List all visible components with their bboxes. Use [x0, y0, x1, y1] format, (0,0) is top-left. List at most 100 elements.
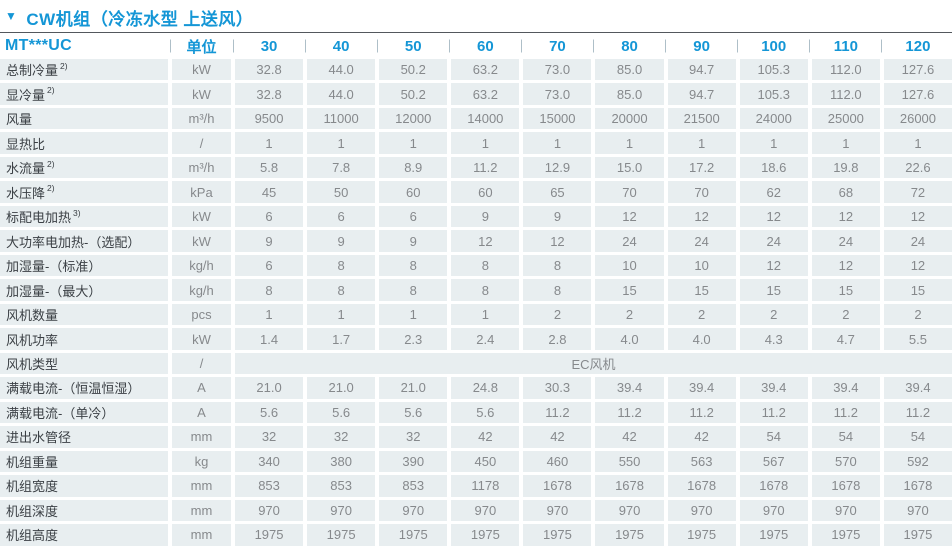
- value-cell: 32.8: [235, 83, 304, 105]
- value-cell: 42: [595, 426, 664, 448]
- value-cell: 340: [235, 450, 304, 473]
- value-cell: 21.0: [235, 377, 304, 399]
- unit-cell: mm: [172, 475, 231, 497]
- unit-cell: kPa: [172, 181, 231, 203]
- value-cell: 8: [307, 279, 376, 301]
- value-cell: 68: [811, 181, 880, 203]
- value-cell: 1678: [739, 475, 808, 497]
- value-cell: 8: [235, 279, 304, 301]
- page-title-text: CW机组（冷冻水型 上送风）: [26, 9, 254, 29]
- value-cell: 9: [523, 205, 592, 228]
- value-cell: 970: [307, 499, 376, 522]
- value-cell: 460: [523, 450, 592, 473]
- value-cell: 10: [595, 254, 664, 277]
- value-cell: 2: [667, 303, 736, 326]
- value-cell: 45: [235, 181, 304, 203]
- value-cell: 1975: [379, 524, 448, 546]
- model-column-header: 40: [307, 38, 375, 55]
- value-cell: 42: [523, 426, 592, 448]
- value-cell: 94.7: [667, 59, 736, 81]
- row-label: 机组重量: [0, 450, 168, 473]
- value-cell: 5.5: [883, 328, 952, 350]
- value-cell: 1.7: [307, 328, 376, 350]
- value-cell: 563: [667, 450, 736, 473]
- row-label: 水压降 2): [0, 181, 168, 203]
- value-cell: 127.6: [883, 59, 952, 81]
- row-label: 风机数量: [0, 303, 168, 326]
- table-header-row: MT***UC 单位 30 40 50 60 70 80 90 100 110 120: [0, 33, 952, 59]
- value-cell: 1678: [883, 475, 952, 497]
- value-cell: 1: [667, 132, 736, 154]
- value-cell: 11.2: [451, 156, 520, 179]
- model-column-header: 50: [379, 38, 447, 55]
- unit-cell: mm: [172, 499, 231, 522]
- value-cell: 54: [883, 426, 952, 448]
- value-cell: 65: [523, 181, 592, 203]
- value-cell: 970: [379, 499, 448, 522]
- value-cell: 54: [739, 426, 808, 448]
- value-cell: 12: [739, 254, 808, 277]
- value-cell: 7.8: [307, 156, 376, 179]
- row-label: 进出水管径: [0, 426, 168, 448]
- value-cell: 1975: [739, 524, 808, 546]
- unit-cell: /: [172, 132, 231, 154]
- value-cell: 5.6: [235, 401, 304, 424]
- value-cell: 1975: [451, 524, 520, 546]
- value-cell: 17.2: [667, 156, 736, 179]
- value-cell: 85.0: [595, 83, 664, 105]
- value-cell: 4.3: [739, 328, 808, 350]
- value-cell: 12: [883, 254, 952, 277]
- value-cell: 32: [379, 426, 448, 448]
- model-column-header: 120: [905, 37, 931, 55]
- value-cell: 1975: [667, 524, 736, 546]
- value-cell: 60: [451, 181, 520, 203]
- unit-cell: kg/h: [172, 254, 231, 277]
- value-cell: 12: [811, 254, 880, 277]
- value-cell: 15000: [523, 107, 592, 130]
- triangle-marker-icon: ▼: [5, 9, 18, 23]
- value-cell: 550: [595, 450, 664, 473]
- value-cell: 11.2: [811, 401, 880, 424]
- value-cell: 50.2: [379, 59, 448, 81]
- value-cell: 21.0: [379, 377, 448, 399]
- value-cell: 11000: [307, 107, 376, 130]
- unit-cell: kg: [172, 450, 231, 473]
- value-cell: 390: [379, 450, 448, 473]
- value-cell: 32.8: [235, 59, 304, 81]
- value-cell: 12: [451, 230, 520, 252]
- value-cell: 1678: [667, 475, 736, 497]
- value-cell: 1: [595, 132, 664, 154]
- value-cell: 50: [307, 181, 376, 203]
- value-cell: 11.2: [739, 401, 808, 424]
- value-cell: 450: [451, 450, 520, 473]
- value-cell: 112.0: [811, 83, 880, 105]
- value-cell: 9: [235, 230, 304, 252]
- model-column-header: 80: [595, 38, 663, 55]
- value-cell: 15: [883, 279, 952, 301]
- model-column-header: 110: [812, 38, 880, 55]
- value-cell: 11.2: [523, 401, 592, 424]
- row-label: 风量: [0, 107, 168, 130]
- value-cell: 1975: [811, 524, 880, 546]
- row-label: 加湿量-（最大）: [0, 279, 168, 301]
- value-cell: 15: [811, 279, 880, 301]
- value-cell: 21.0: [307, 377, 376, 399]
- row-label: 显热比: [0, 132, 168, 154]
- value-cell: 39.4: [811, 377, 880, 399]
- value-cell: 24: [667, 230, 736, 252]
- row-label: 风机功率: [0, 328, 168, 350]
- value-cell: 1178: [451, 475, 520, 497]
- row-label: 大功率电加热-（选配）: [0, 230, 168, 252]
- model-column-header: 60: [451, 38, 519, 55]
- value-cell: 1: [451, 303, 520, 326]
- value-cell: 970: [451, 499, 520, 522]
- merged-value-cell: EC风机: [235, 352, 952, 375]
- value-cell: 12000: [379, 107, 448, 130]
- value-cell: 15: [595, 279, 664, 301]
- value-cell: 5.6: [307, 401, 376, 424]
- value-cell: 50.2: [379, 83, 448, 105]
- value-cell: 4.0: [595, 328, 664, 350]
- value-cell: 5.6: [451, 401, 520, 424]
- value-cell: 1975: [235, 524, 304, 546]
